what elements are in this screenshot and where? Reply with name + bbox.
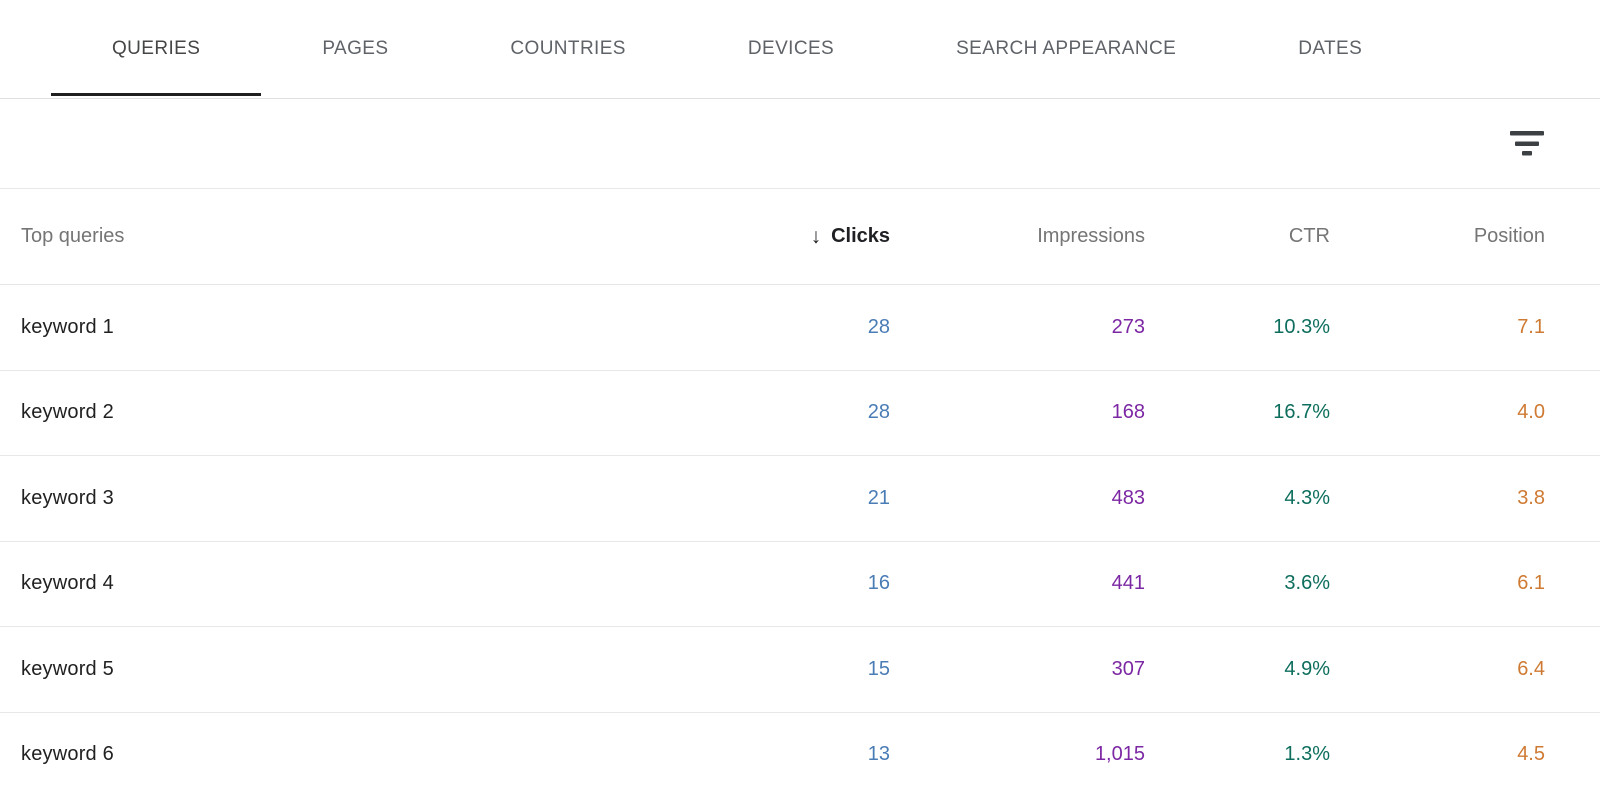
tab-pages[interactable]: PAGES xyxy=(261,0,449,98)
table-row[interactable]: keyword 4 16 441 3.6% 6.1 xyxy=(0,542,1600,627)
impressions-cell: 1,015 xyxy=(1094,743,1145,766)
table-row[interactable]: keyword 5 15 307 4.9% 6.4 xyxy=(0,627,1600,713)
ctr-cell: 3.6% xyxy=(1284,572,1330,595)
query-cell: keyword 5 xyxy=(21,657,114,680)
impressions-cell: 168 xyxy=(1111,401,1145,424)
tab-dates[interactable]: DATES xyxy=(1237,0,1423,98)
query-cell: keyword 3 xyxy=(21,486,114,509)
performance-table: Top queries ↓ Clicks Impressions CTR Pos… xyxy=(0,189,1600,796)
clicks-cell: 21 xyxy=(867,486,890,509)
column-header-position[interactable]: Position xyxy=(1473,225,1545,247)
impressions-cell: 483 xyxy=(1111,486,1145,509)
column-header-impressions[interactable]: Impressions xyxy=(1037,225,1145,247)
position-cell: 7.1 xyxy=(1517,315,1545,338)
ctr-cell: 1.3% xyxy=(1284,743,1330,766)
query-cell: keyword 1 xyxy=(21,315,114,338)
clicks-cell: 15 xyxy=(867,657,890,680)
column-header-clicks-label: Clicks xyxy=(831,225,890,247)
tab-search-appearance[interactable]: SEARCH APPEARANCE xyxy=(895,0,1237,98)
ctr-cell: 10.3% xyxy=(1273,315,1330,338)
query-cell: keyword 2 xyxy=(21,401,114,424)
clicks-cell: 28 xyxy=(867,315,890,338)
position-cell: 4.0 xyxy=(1517,401,1545,424)
position-cell: 6.4 xyxy=(1517,657,1545,680)
ctr-cell: 4.9% xyxy=(1284,657,1330,680)
tab-devices[interactable]: DEVICES xyxy=(687,0,895,98)
position-cell: 6.1 xyxy=(1517,572,1545,595)
tab-queries[interactable]: QUERIES xyxy=(51,0,262,98)
table-row[interactable]: keyword 3 21 483 4.3% 3.8 xyxy=(0,456,1600,542)
impressions-cell: 273 xyxy=(1111,315,1145,338)
filter-icon xyxy=(1510,130,1544,155)
sort-arrow-down-icon: ↓ xyxy=(810,224,822,248)
ctr-cell: 4.3% xyxy=(1284,486,1330,509)
column-header-ctr[interactable]: CTR xyxy=(1288,225,1330,247)
table-row[interactable]: keyword 6 13 1,015 1.3% 4.5 xyxy=(0,713,1600,796)
clicks-cell: 16 xyxy=(867,572,890,595)
position-cell: 4.5 xyxy=(1517,743,1545,766)
column-header-top-queries[interactable]: Top queries xyxy=(21,225,125,247)
column-header-clicks[interactable]: ↓ Clicks xyxy=(700,225,890,249)
query-cell: keyword 6 xyxy=(21,743,114,766)
query-cell: keyword 4 xyxy=(21,572,114,595)
table-row[interactable]: keyword 1 28 273 10.3% 7.1 xyxy=(0,285,1600,371)
clicks-cell: 28 xyxy=(867,401,890,424)
impressions-cell: 307 xyxy=(1111,657,1145,680)
report-tab-bar: QUERIES PAGES COUNTRIES DEVICES SEARCH A… xyxy=(0,0,1600,99)
filter-rows-button[interactable] xyxy=(1498,118,1556,168)
ctr-cell: 16.7% xyxy=(1273,401,1330,424)
table-row[interactable]: keyword 2 28 168 16.7% 4.0 xyxy=(0,371,1600,456)
position-cell: 3.8 xyxy=(1517,486,1545,509)
impressions-cell: 441 xyxy=(1111,572,1145,595)
table-header-row: Top queries ↓ Clicks Impressions CTR Pos… xyxy=(0,189,1600,285)
filter-toolbar xyxy=(0,99,1600,189)
clicks-cell: 13 xyxy=(867,743,890,766)
tab-countries[interactable]: COUNTRIES xyxy=(449,0,687,98)
